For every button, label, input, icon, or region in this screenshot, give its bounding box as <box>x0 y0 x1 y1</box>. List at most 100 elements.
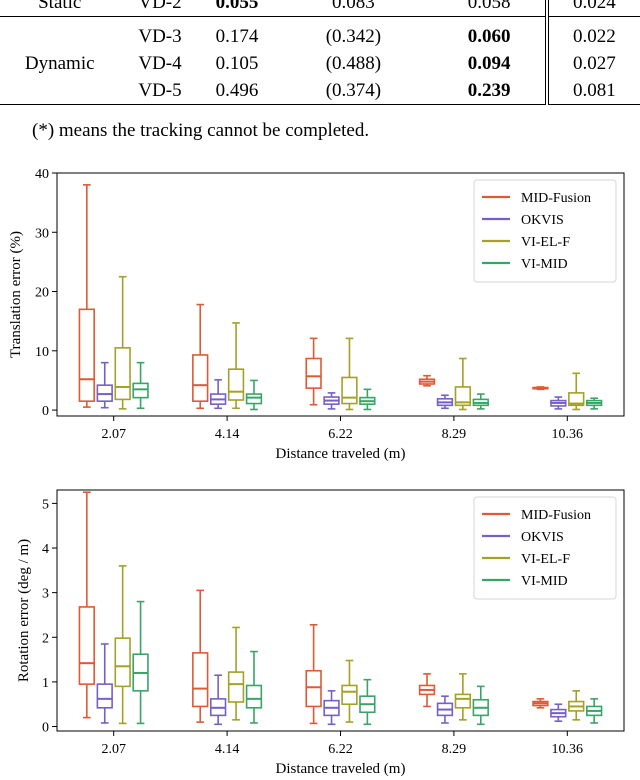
box-okvis-10.36 <box>550 703 567 722</box>
legend-label: MID-Fusion <box>521 508 591 523</box>
group-label <box>0 16 120 50</box>
value-cell: 0.094 <box>433 50 549 77</box>
x-tick-label: 8.29 <box>442 742 467 757</box>
box-mid-fusion-8.29 <box>418 374 436 387</box>
x-tick-label: 10.36 <box>552 427 584 442</box>
iqr-box <box>568 392 585 407</box>
iqr-box <box>305 669 322 708</box>
iqr-box <box>96 683 113 709</box>
translation-error-chart: 0 10 20 30 40 2.07 4.14 6.22 8.29 10.36 Distance t… <box>8 167 625 462</box>
x-tick-label: 4.14 <box>215 427 240 442</box>
box-vi-mid-6.22 <box>359 388 376 411</box>
value-cell: 0.027 <box>573 53 616 74</box>
x-tick-label: 4.14 <box>215 742 240 757</box>
x-tick-label: 2.07 <box>101 742 126 757</box>
box-vi-el-f-4.14 <box>227 322 245 410</box>
box-okvis-6.22 <box>323 392 340 410</box>
box-okvis-8.29 <box>436 394 454 410</box>
box-mid-fusion-8.29 <box>418 673 436 708</box>
iqr-box <box>192 354 209 402</box>
legend-box <box>473 496 617 600</box>
x-tick-label: 2.07 <box>101 427 126 442</box>
iqr-box <box>245 684 263 709</box>
box-vi-el-f-6.22 <box>341 659 358 723</box>
iqr-box <box>454 386 472 407</box>
iqr-box <box>227 368 245 401</box>
value-cell: 0.083 <box>273 0 434 17</box>
box-okvis-2.07 <box>96 643 113 724</box>
y-tick-label: 4 <box>42 542 49 557</box>
box-vi-mid-4.14 <box>245 379 263 411</box>
value-cell: 0.055 <box>200 0 274 17</box>
y-tick-label: 5 <box>42 497 49 512</box>
x-tick-label: 6.22 <box>328 742 353 757</box>
sequence-label: VD-2 <box>119 0 201 17</box>
box-vi-el-f-8.29 <box>454 673 472 721</box>
sequence-label: VD-4 <box>138 53 182 74</box>
box-mid-fusion-2.07 <box>78 491 95 719</box>
box-mid-fusion-10.36 <box>532 386 549 391</box>
box-okvis-4.14 <box>209 674 227 726</box>
x-tick-label: 6.22 <box>328 427 353 442</box>
legend-box <box>473 179 617 283</box>
box-vi-mid-8.29 <box>472 393 489 410</box>
value-cell: 0.024 <box>546 0 640 17</box>
box-vi-el-f-10.36 <box>568 372 585 411</box>
box-vi-mid-10.36 <box>586 698 603 724</box>
value-cell: 0.022 <box>546 16 640 50</box>
box-okvis-4.14 <box>209 379 227 410</box>
box-vi-mid-2.07 <box>132 600 149 725</box>
box-vi-mid-6.22 <box>359 678 376 726</box>
legend-label: VI-EL-F <box>521 552 570 567</box>
sequence-label: VD-3 <box>119 16 201 50</box>
iqr-box <box>341 684 358 706</box>
iqr-box <box>78 308 95 402</box>
results-table-container: Static VD-2 0.055 0.083 0.058 0.024 VD-3… <box>0 0 640 122</box>
x-tick-label: 8.29 <box>442 427 467 442</box>
y-tick-label: 10 <box>35 345 49 360</box>
box-vi-el-f-2.07 <box>114 275 131 410</box>
iqr-box <box>114 637 131 688</box>
legend-label: VI-MID <box>521 257 568 272</box>
y-axis-label: Rotation error (deg / m) <box>16 539 32 682</box>
y-tick-label: 0 <box>42 404 49 419</box>
box-mid-fusion-10.36 <box>532 698 549 709</box>
y-tick-label: 0 <box>42 721 49 736</box>
box-vi-el-f-4.14 <box>227 626 245 721</box>
legend-label: OKVIS <box>521 213 564 228</box>
y-tick-label: 30 <box>35 226 49 241</box>
box-okvis-6.22 <box>323 690 340 726</box>
group-label <box>0 77 120 105</box>
iqr-box <box>341 376 358 405</box>
y-axis-label: Translation error (%) <box>8 231 24 358</box>
y-tick-label: 2 <box>42 631 49 646</box>
table-row: VD-3 0.174 (0.342) 0.060 0.022 <box>0 16 640 50</box>
value-cell: (0.342) <box>273 16 434 50</box>
value-cell: 0.239 <box>433 77 549 105</box>
box-vi-el-f-10.36 <box>568 690 585 721</box>
value-cell: 0.081 <box>546 77 640 105</box>
value-cell: 0.060 <box>433 16 549 50</box>
iqr-box <box>114 347 131 401</box>
iqr-box <box>305 357 322 389</box>
table-row: Static VD-2 0.055 0.083 0.058 0.024 <box>0 0 640 17</box>
box-okvis-2.07 <box>96 361 113 409</box>
box-mid-fusion-6.22 <box>305 623 322 725</box>
box-okvis-8.29 <box>436 695 454 724</box>
box-mid-fusion-4.14 <box>192 303 209 410</box>
value-cell: 0.058 <box>433 0 549 17</box>
box-vi-mid-4.14 <box>245 650 263 724</box>
legend-label: VI-MID <box>521 574 568 589</box>
y-tick-label: 40 <box>35 167 49 182</box>
iqr-box <box>227 671 245 703</box>
value-cell: (0.374) <box>273 77 434 105</box>
group-label: Static <box>0 0 120 17</box>
iqr-box <box>454 693 472 709</box>
box-mid-fusion-2.07 <box>78 184 95 408</box>
value-cell: (0.488) <box>325 53 382 74</box>
table-row: Dynamic VD-4 0.105 (0.488) 0.094 0.027 <box>0 50 640 77</box>
y-tick-label: 1 <box>42 676 49 691</box>
box-vi-mid-10.36 <box>586 397 603 410</box>
box-okvis-10.36 <box>550 396 567 410</box>
iqr-box <box>132 382 149 399</box>
